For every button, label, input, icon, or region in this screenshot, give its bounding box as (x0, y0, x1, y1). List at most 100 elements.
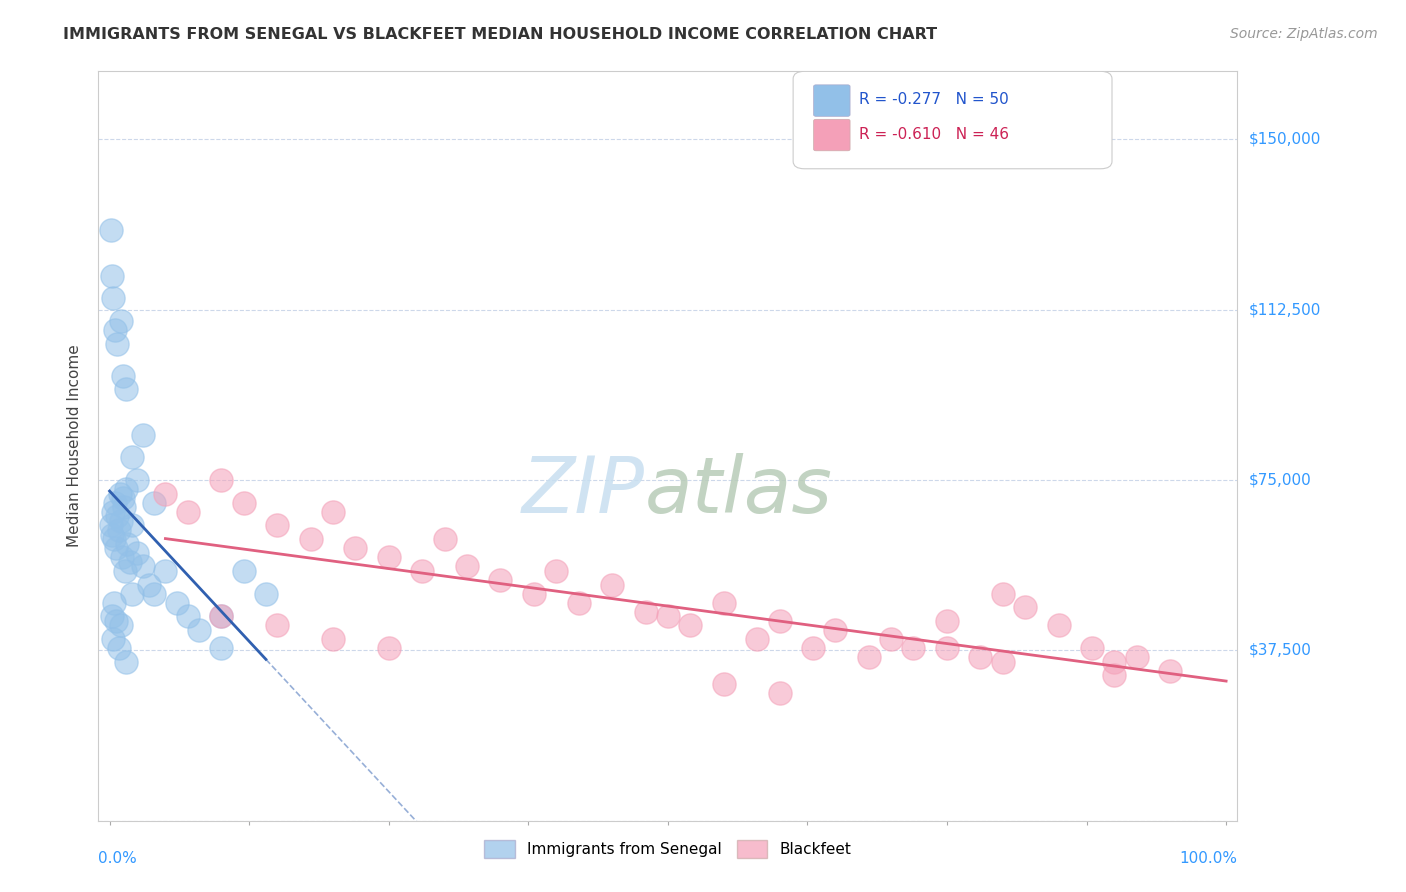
Point (187, 623, 209, 637)
Point (114, 564, 136, 578)
Point (903, 641, 925, 656)
Point (411, 564, 433, 578)
Text: R = -0.277   N = 50: R = -0.277 N = 50 (859, 93, 1010, 107)
Point (155, 564, 177, 578)
Point (105, 541, 128, 556)
Point (377, 641, 399, 656)
Point (1014, 600, 1036, 615)
Point (177, 609, 200, 624)
Point (115, 482, 138, 496)
Point (107, 641, 129, 656)
Point (1081, 641, 1104, 656)
Point (108, 486, 131, 500)
Point (121, 518, 143, 533)
Point (523, 586, 546, 600)
Point (232, 496, 254, 510)
Point (143, 496, 166, 510)
Point (100, 518, 122, 533)
Text: $75,000: $75,000 (1249, 473, 1312, 488)
FancyBboxPatch shape (793, 71, 1112, 169)
Point (266, 518, 288, 533)
Point (127, 546, 149, 560)
FancyBboxPatch shape (814, 85, 851, 116)
Text: $112,500: $112,500 (1249, 302, 1320, 318)
Point (107, 509, 129, 524)
Point (546, 564, 568, 578)
Point (104, 496, 127, 510)
Point (1047, 618, 1070, 632)
Point (969, 650, 991, 665)
Point (209, 609, 232, 624)
Point (679, 618, 702, 632)
Point (111, 491, 134, 506)
Point (117, 536, 139, 550)
Point (101, 505, 124, 519)
Text: ZIP: ZIP (522, 453, 645, 529)
Text: atlas: atlas (645, 453, 832, 529)
Point (991, 586, 1014, 600)
Point (456, 559, 478, 574)
Point (101, 609, 124, 624)
Point (100, 223, 122, 237)
Point (433, 532, 456, 546)
Point (209, 609, 232, 624)
Point (991, 655, 1014, 669)
Point (489, 573, 512, 587)
Point (121, 450, 143, 465)
Point (1104, 668, 1126, 682)
Point (112, 500, 135, 515)
Point (1159, 664, 1181, 678)
Point (101, 292, 124, 306)
Point (107, 523, 129, 537)
Point (344, 541, 367, 556)
Point (155, 486, 177, 500)
Point (110, 514, 132, 528)
Point (1126, 650, 1149, 665)
Point (209, 641, 232, 656)
Point (299, 532, 322, 546)
FancyBboxPatch shape (814, 120, 851, 151)
Point (209, 473, 232, 487)
Point (105, 614, 128, 628)
Point (600, 577, 623, 591)
Point (132, 427, 155, 442)
Point (801, 641, 824, 656)
Point (657, 609, 679, 624)
Point (768, 614, 790, 628)
Point (377, 550, 399, 565)
Text: $37,500: $37,500 (1249, 643, 1312, 657)
Point (107, 336, 129, 351)
Point (768, 686, 790, 700)
Legend: Immigrants from Senegal, Blackfeet: Immigrants from Senegal, Blackfeet (477, 832, 859, 865)
Point (132, 559, 155, 574)
Point (110, 618, 132, 632)
Text: IMMIGRANTS FROM SENEGAL VS BLACKFEET MEDIAN HOUSEHOLD INCOME CORRELATION CHART: IMMIGRANTS FROM SENEGAL VS BLACKFEET MED… (63, 27, 938, 42)
Point (713, 596, 735, 610)
Point (103, 532, 125, 546)
Point (567, 596, 589, 610)
Point (111, 368, 134, 383)
Point (747, 632, 769, 646)
Point (111, 550, 134, 565)
Point (322, 505, 344, 519)
Point (138, 577, 160, 591)
Point (254, 586, 277, 600)
Point (121, 586, 143, 600)
Point (127, 473, 149, 487)
Point (713, 677, 735, 691)
Text: Source: ZipAtlas.com: Source: ZipAtlas.com (1230, 27, 1378, 41)
Point (118, 555, 141, 569)
Point (177, 505, 200, 519)
Point (104, 323, 127, 337)
Point (115, 655, 138, 669)
Text: R = -0.610   N = 46: R = -0.610 N = 46 (859, 127, 1010, 142)
Point (266, 618, 288, 632)
Point (858, 650, 880, 665)
Text: $150,000: $150,000 (1249, 132, 1320, 147)
Point (322, 632, 344, 646)
Point (880, 632, 903, 646)
Y-axis label: Median Household Income: Median Household Income (67, 344, 83, 548)
Point (101, 632, 124, 646)
Text: 0.0%: 0.0% (98, 851, 138, 866)
Point (103, 596, 125, 610)
